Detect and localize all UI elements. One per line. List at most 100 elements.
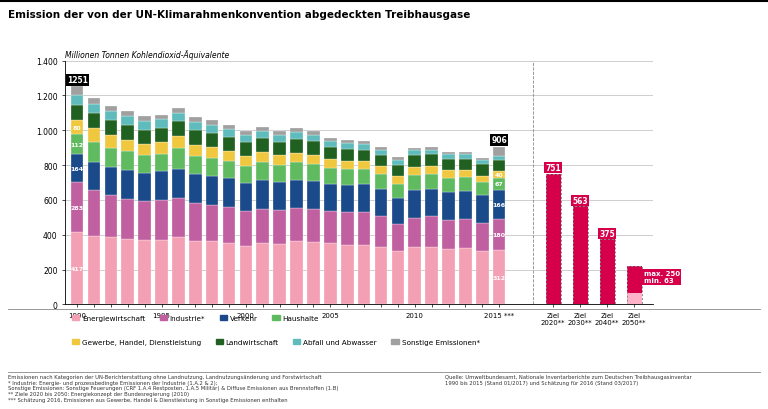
Bar: [240, 135, 252, 143]
Bar: [375, 155, 387, 167]
Bar: [324, 160, 336, 169]
Bar: [223, 138, 235, 152]
Text: 166: 166: [492, 202, 506, 207]
Bar: [375, 189, 387, 217]
Bar: [172, 198, 185, 238]
Bar: [206, 126, 218, 134]
Bar: [493, 250, 505, 305]
Bar: [104, 148, 118, 167]
Bar: [493, 156, 505, 160]
Bar: [273, 135, 286, 142]
Bar: [442, 155, 455, 160]
Bar: [409, 191, 421, 218]
Bar: [273, 211, 286, 244]
Bar: [121, 171, 134, 199]
Bar: [138, 117, 151, 121]
Bar: [257, 153, 269, 162]
Bar: [189, 145, 202, 156]
Bar: [627, 294, 642, 305]
Bar: [71, 155, 84, 183]
Bar: [189, 174, 202, 204]
Text: 283: 283: [71, 205, 84, 210]
Bar: [290, 133, 303, 139]
Bar: [493, 147, 505, 156]
Bar: [425, 189, 438, 217]
Bar: [257, 181, 269, 209]
Bar: [392, 166, 404, 177]
Bar: [71, 96, 84, 106]
Text: 80: 80: [73, 126, 81, 130]
Bar: [341, 213, 353, 245]
Bar: [88, 129, 101, 143]
Bar: [392, 225, 404, 252]
Bar: [155, 154, 168, 172]
Bar: [206, 242, 218, 305]
Bar: [172, 169, 185, 198]
Bar: [307, 155, 319, 165]
Bar: [324, 184, 336, 211]
Bar: [307, 135, 319, 142]
Bar: [240, 131, 252, 135]
Bar: [240, 246, 252, 305]
Bar: [409, 247, 421, 305]
Bar: [307, 132, 319, 135]
Bar: [545, 174, 561, 305]
Bar: [307, 209, 319, 243]
Bar: [240, 143, 252, 157]
Bar: [392, 198, 404, 225]
Bar: [600, 240, 615, 305]
Bar: [121, 112, 134, 117]
Bar: [257, 139, 269, 153]
Bar: [104, 196, 118, 238]
Bar: [573, 207, 588, 305]
Bar: [442, 193, 455, 220]
Bar: [627, 267, 642, 305]
Bar: [206, 176, 218, 205]
Bar: [138, 156, 151, 173]
Bar: [341, 245, 353, 305]
Bar: [425, 247, 438, 305]
Bar: [104, 121, 118, 136]
Bar: [409, 218, 421, 247]
Bar: [307, 182, 319, 209]
Bar: [476, 223, 488, 252]
Bar: [375, 248, 387, 305]
Bar: [71, 183, 84, 232]
Bar: [442, 178, 455, 193]
Bar: [223, 152, 235, 162]
Bar: [206, 121, 218, 126]
Bar: [189, 156, 202, 174]
Bar: [392, 157, 404, 160]
Bar: [425, 174, 438, 189]
Bar: [290, 209, 303, 242]
Bar: [257, 209, 269, 243]
Text: 906: 906: [492, 136, 507, 145]
Bar: [138, 130, 151, 145]
Bar: [71, 232, 84, 305]
Bar: [104, 167, 118, 196]
Bar: [104, 136, 118, 148]
Text: 67: 67: [495, 182, 504, 187]
Bar: [459, 249, 472, 305]
Bar: [71, 106, 84, 121]
Bar: [493, 219, 505, 250]
Bar: [290, 129, 303, 133]
Text: 180: 180: [492, 232, 505, 237]
Bar: [223, 126, 235, 130]
Bar: [307, 243, 319, 305]
Bar: [104, 107, 118, 112]
Bar: [172, 114, 185, 122]
Bar: [358, 141, 370, 144]
Bar: [358, 170, 370, 185]
Bar: [121, 126, 134, 140]
Bar: [223, 207, 235, 243]
Bar: [392, 252, 404, 305]
Bar: [104, 238, 118, 305]
Text: 1251: 1251: [67, 76, 88, 85]
Text: 563: 563: [572, 196, 588, 205]
Bar: [324, 169, 336, 184]
Bar: [172, 109, 185, 114]
Bar: [71, 135, 84, 155]
Text: 112: 112: [71, 142, 84, 147]
Bar: [375, 175, 387, 189]
